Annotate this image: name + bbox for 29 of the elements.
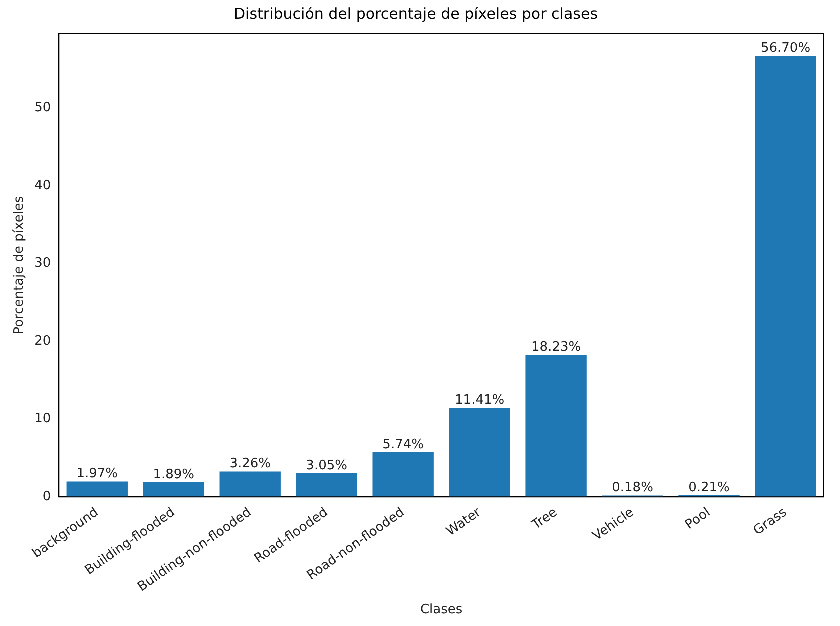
bar [296, 473, 358, 498]
x-axis-title: Clases [420, 602, 463, 618]
y-tick-label: 40 [34, 178, 52, 194]
y-tick-label: 50 [34, 100, 52, 116]
bar [220, 472, 281, 498]
bar [449, 408, 510, 498]
y-tick-label: 20 [34, 334, 52, 349]
data-label: 11.41% [455, 393, 505, 408]
data-label: 3.26% [230, 456, 272, 472]
bar [526, 355, 587, 498]
chart-title: Distribución del porcentaje de píxeles por clases [234, 4, 598, 23]
data-label: 18.23% [532, 340, 582, 356]
y-axis-title: Porcentaje de píxeles [12, 196, 28, 335]
data-label: 1.97% [76, 466, 118, 482]
y-tick-label: 30 [34, 256, 52, 272]
x-tick-label: Pool [682, 505, 714, 533]
data-label: 0.21% [688, 480, 730, 496]
data-label: 5.74% [382, 437, 424, 452]
bar [372, 452, 434, 498]
y-tick-label: 0 [42, 489, 52, 504]
data-label: 3.05% [306, 458, 348, 474]
data-label: 1.89% [153, 467, 195, 482]
data-label: 56.70% [760, 40, 811, 56]
bar [755, 56, 816, 498]
y-tick-label: 10 [34, 412, 52, 427]
bar [66, 482, 128, 498]
x-tick-label: Tree [528, 505, 561, 534]
bar [143, 482, 204, 498]
data-label: 0.18% [612, 480, 654, 496]
